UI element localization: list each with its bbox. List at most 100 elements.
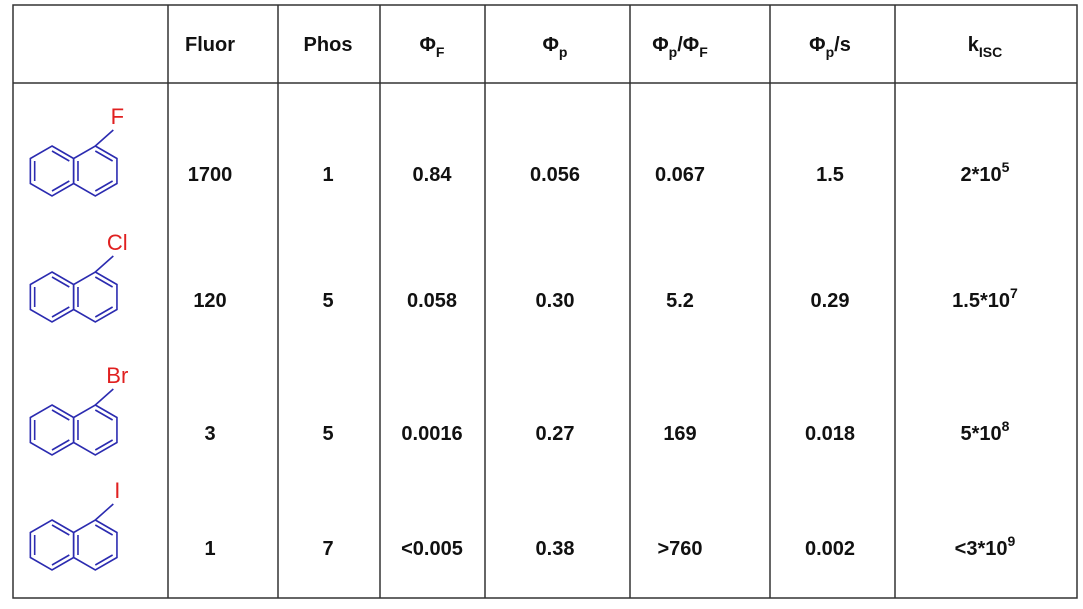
cell-value: 169 bbox=[663, 423, 696, 445]
cell-value: 0.38 bbox=[536, 538, 575, 560]
double-bond bbox=[51, 276, 70, 288]
double-bond bbox=[94, 554, 114, 566]
subscript: p bbox=[669, 44, 678, 60]
text-part: 0.38 bbox=[536, 538, 575, 560]
substituent-bond bbox=[94, 255, 114, 273]
ring bbox=[29, 271, 75, 323]
naphthalene-structure bbox=[29, 129, 118, 197]
text-part: /Φ bbox=[677, 34, 699, 56]
substituent-bond bbox=[94, 388, 114, 406]
text-part: Fluor bbox=[185, 34, 235, 56]
column-header: Φp​/s bbox=[809, 34, 851, 59]
superscript: 8 bbox=[1002, 418, 1010, 434]
ring bbox=[72, 271, 118, 323]
substituent-label: Br bbox=[106, 363, 128, 388]
double-bond bbox=[94, 180, 114, 192]
cell-value: 0.27 bbox=[536, 423, 575, 445]
cell-value: 0.84 bbox=[413, 164, 453, 186]
cell-value: 7 bbox=[322, 538, 333, 560]
ring bbox=[29, 404, 75, 456]
subscript: ISC bbox=[979, 44, 1002, 60]
text-part: Φ bbox=[543, 34, 559, 56]
text-part: k bbox=[968, 34, 980, 56]
text-part: 7 bbox=[322, 538, 333, 560]
column-header: Phos bbox=[304, 34, 353, 56]
superscript: 5 bbox=[1002, 159, 1010, 175]
text-part: 2*10 bbox=[961, 164, 1002, 186]
naphthalene-structure bbox=[29, 503, 118, 571]
cell-value: 1 bbox=[204, 538, 215, 560]
cell-value: >760 bbox=[657, 538, 702, 560]
cell-value: 0.29 bbox=[811, 290, 850, 312]
text-part: Φ bbox=[420, 34, 436, 56]
cell-value: 1.5*107​ bbox=[952, 285, 1018, 313]
text-part: 0.30 bbox=[536, 290, 575, 312]
subscript: F bbox=[699, 44, 708, 60]
cell-value: 0.018 bbox=[805, 423, 855, 445]
text-part: 3 bbox=[204, 423, 215, 445]
cell-value: 1700 bbox=[188, 164, 233, 186]
cell-value: <3*109​ bbox=[955, 533, 1016, 561]
text-part: Φ bbox=[809, 34, 825, 56]
cell-value: 5 bbox=[322, 290, 333, 312]
double-bond bbox=[51, 150, 70, 162]
double-bond bbox=[94, 409, 114, 421]
naphthalene-structure bbox=[29, 255, 118, 323]
text-part: 0.29 bbox=[811, 290, 850, 312]
superscript: 9 bbox=[1008, 533, 1016, 549]
ring bbox=[29, 145, 75, 197]
text-part: 1 bbox=[322, 164, 333, 186]
column-header: Fluor bbox=[185, 34, 235, 56]
cell-value: 2*105​ bbox=[961, 159, 1010, 187]
cell-value: 0.067 bbox=[655, 164, 705, 186]
cell-value: 5*108​ bbox=[961, 418, 1010, 446]
column-header: Φp​/ΦF​ bbox=[652, 34, 708, 59]
text-part: 5 bbox=[322, 423, 333, 445]
double-bond bbox=[51, 306, 70, 318]
double-bond bbox=[51, 524, 70, 536]
text-part: >760 bbox=[657, 538, 702, 560]
substituent-label: I bbox=[114, 478, 120, 503]
text-part: Phos bbox=[304, 34, 353, 56]
text-part: 120 bbox=[193, 290, 226, 312]
text-part: /s bbox=[834, 34, 851, 56]
cell-value: 0.058 bbox=[407, 290, 457, 312]
cell-value: 5.2 bbox=[666, 290, 694, 312]
substituent-label: Cl bbox=[107, 230, 128, 255]
subscript: p bbox=[559, 44, 568, 60]
text-part: 5.2 bbox=[666, 290, 694, 312]
cell-value: 5 bbox=[322, 423, 333, 445]
ring bbox=[72, 145, 118, 197]
text-part: 1.5 bbox=[816, 164, 844, 186]
cell-value: 0.056 bbox=[530, 164, 580, 186]
double-bond bbox=[51, 439, 70, 451]
subscript: F bbox=[436, 44, 445, 60]
double-bond bbox=[94, 306, 114, 318]
text-part: 0.84 bbox=[413, 164, 453, 186]
cell-value: 0.30 bbox=[536, 290, 575, 312]
column-header: Φp​ bbox=[543, 34, 568, 59]
table-border bbox=[12, 4, 1078, 599]
text-part: 0.058 bbox=[407, 290, 457, 312]
ring bbox=[29, 519, 75, 571]
text-part: <3*10 bbox=[955, 538, 1008, 560]
double-bond bbox=[94, 150, 114, 162]
substituent-bond bbox=[94, 503, 114, 521]
text-part: 0.27 bbox=[536, 423, 575, 445]
text-part: <0.005 bbox=[401, 538, 463, 560]
naphthalene-structure bbox=[29, 388, 118, 456]
text-part: 1700 bbox=[188, 164, 233, 186]
substituent-bond bbox=[94, 129, 114, 147]
cell-value: 120 bbox=[193, 290, 226, 312]
cell-value: 0.002 bbox=[805, 538, 855, 560]
text-part: 1 bbox=[204, 538, 215, 560]
double-bond bbox=[94, 276, 114, 288]
substituent-label: F bbox=[111, 104, 124, 129]
cell-value: <0.005 bbox=[401, 538, 463, 560]
superscript: 7 bbox=[1010, 285, 1018, 301]
double-bond bbox=[94, 524, 114, 536]
cell-value: 1.5 bbox=[816, 164, 844, 186]
text-part: 169 bbox=[663, 423, 696, 445]
column-header: kISC​ bbox=[968, 34, 1002, 59]
